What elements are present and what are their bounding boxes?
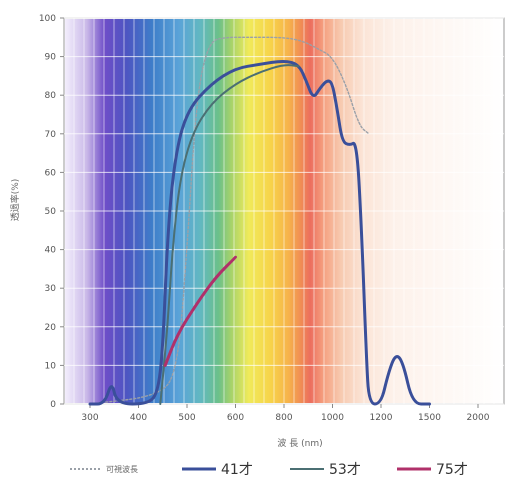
x-tick-label: 1200 <box>370 413 393 423</box>
y-tick-label: 10 <box>45 361 57 371</box>
grid <box>64 17 504 405</box>
legend-label-75: 75才 <box>436 462 468 478</box>
legend-label-53: 53才 <box>329 462 361 478</box>
legend: 可視波長 41才 53才 75才 <box>70 462 468 478</box>
series-line-53 <box>159 64 300 405</box>
y-tick-label: 40 <box>45 246 57 256</box>
x-tick-label: 400 <box>130 413 147 423</box>
legend-label-41: 41才 <box>221 462 253 478</box>
x-tick-label: 2000 <box>467 413 490 423</box>
y-tick-label: 60 <box>45 168 57 178</box>
y-tick-label: 50 <box>45 207 57 217</box>
y-tick-label: 0 <box>50 400 56 410</box>
x-tick-label: 1000 <box>321 413 344 423</box>
x-axis-title: 波 長 (nm) <box>277 437 322 449</box>
y-tick-label: 20 <box>45 323 57 333</box>
y-axis-ticks: 0 10 20 30 40 50 60 70 80 90 100 <box>39 14 64 410</box>
y-tick-label: 80 <box>45 91 57 101</box>
series-line-41 <box>88 59 431 406</box>
legend-label-reference: 可視波長 <box>106 464 138 474</box>
y-tick-label: 100 <box>39 14 56 24</box>
x-tick-label: 300 <box>81 413 98 423</box>
series-layer <box>88 36 431 406</box>
series-line-75 <box>163 255 237 367</box>
x-tick-label: 800 <box>275 413 292 423</box>
y-tick-label: 70 <box>45 130 57 140</box>
x-axis-ticks: 300 400 500 600 800 1000 1200 1500 2000 <box>81 404 490 423</box>
y-tick-label: 30 <box>45 284 57 294</box>
x-tick-label: 1500 <box>418 413 441 423</box>
x-tick-label: 600 <box>227 413 244 423</box>
y-tick-label: 90 <box>45 53 57 63</box>
x-tick-label: 500 <box>178 413 195 423</box>
series-line-reference <box>89 36 370 405</box>
y-axis-title: 透過率(%) <box>9 179 21 222</box>
